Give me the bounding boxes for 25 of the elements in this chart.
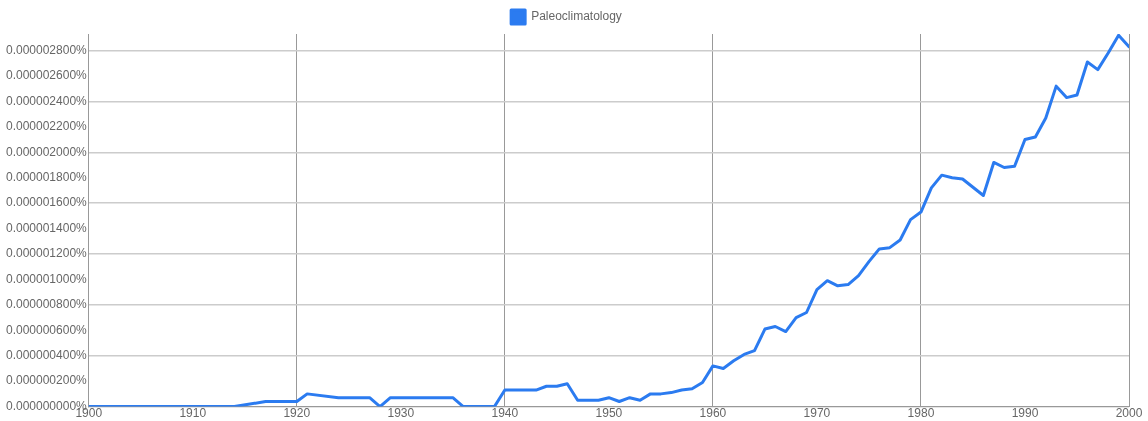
y-tick-label: 0.000002600% bbox=[5, 68, 88, 83]
y-tick-label: 0.000000600% bbox=[5, 322, 88, 337]
x-tick-label: 1910 bbox=[179, 406, 207, 421]
x-tick-label: 1980 bbox=[907, 406, 935, 421]
y-tick-label: 0.000002800% bbox=[5, 42, 88, 57]
y-tick-label: 0.000001600% bbox=[5, 195, 88, 210]
x-tick-label: 1940 bbox=[491, 406, 519, 421]
x-tick-label: 2000 bbox=[1115, 406, 1143, 421]
y-tick-label: 0.000001000% bbox=[5, 271, 88, 286]
x-tick-label: 1930 bbox=[387, 406, 415, 421]
y-tick-label: 0.000000800% bbox=[5, 297, 88, 312]
x-tick-label: 1970 bbox=[803, 406, 831, 421]
y-tick-label: 0.000001400% bbox=[5, 220, 88, 235]
x-tick-label: 1920 bbox=[283, 406, 311, 421]
x-tick-label: 1950 bbox=[595, 406, 623, 421]
y-tick-label: 0.000001200% bbox=[5, 246, 88, 261]
y-tick-label: 0.000002200% bbox=[5, 119, 88, 134]
legend-label: Paleoclimatology bbox=[531, 9, 622, 24]
x-tick-label: 1960 bbox=[699, 406, 727, 421]
y-tick-label: 0.000000400% bbox=[5, 348, 88, 363]
y-tick-label: 0.000002400% bbox=[5, 93, 88, 108]
y-tick-label: 0.000000200% bbox=[5, 373, 88, 388]
y-tick-label: 0.000002000% bbox=[5, 144, 88, 159]
x-tick-label: 1990 bbox=[1011, 406, 1039, 421]
y-tick-label: 0.000001800% bbox=[5, 170, 88, 185]
